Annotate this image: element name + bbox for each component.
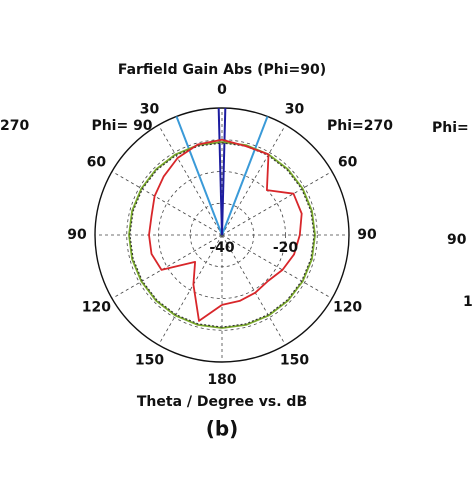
r-tick-label: -20 bbox=[273, 240, 299, 256]
series-line bbox=[148, 138, 303, 322]
phi-label: Phi= 90 bbox=[91, 118, 152, 134]
reference-line bbox=[221, 108, 227, 236]
theta-tick-label: 60 bbox=[87, 155, 107, 171]
cut-text: 90 bbox=[447, 232, 467, 248]
theta-tick-label: 120 bbox=[333, 300, 362, 316]
theta-tick-label: 30 bbox=[140, 101, 160, 117]
cut-text: Phi= 9 bbox=[432, 120, 474, 136]
theta-tick-label: 150 bbox=[135, 353, 164, 369]
reference-line bbox=[175, 116, 223, 236]
theta-tick-label: 90 bbox=[357, 227, 377, 243]
spoke bbox=[111, 234, 223, 299]
series-line bbox=[129, 142, 315, 328]
grid-circle bbox=[126, 139, 318, 331]
x-axis-label: Theta / Degree vs. dB bbox=[137, 394, 307, 410]
cut-text: 1 bbox=[463, 294, 473, 310]
cut-text: 270 bbox=[0, 118, 29, 134]
theta-tick-label: 60 bbox=[338, 155, 358, 171]
grid-circle bbox=[158, 171, 286, 299]
theta-tick-label: 180 bbox=[207, 372, 236, 388]
spoke bbox=[221, 171, 333, 236]
spoke bbox=[111, 171, 223, 236]
reference-line bbox=[217, 108, 223, 236]
reference-line bbox=[221, 116, 269, 236]
theta-tick-label: 0 bbox=[217, 82, 227, 98]
chart-title: Farfield Gain Abs (Phi=90) bbox=[118, 62, 326, 78]
series-line bbox=[128, 141, 316, 329]
theta-tick-label: 90 bbox=[67, 227, 87, 243]
theta-tick-label: 30 bbox=[285, 101, 305, 117]
phi-label: Phi=270 bbox=[327, 118, 393, 134]
theta-tick-label: 120 bbox=[82, 300, 111, 316]
panel-label: (b) bbox=[206, 417, 239, 441]
r-tick-label: -40 bbox=[209, 240, 235, 256]
theta-tick-label: 150 bbox=[280, 353, 309, 369]
